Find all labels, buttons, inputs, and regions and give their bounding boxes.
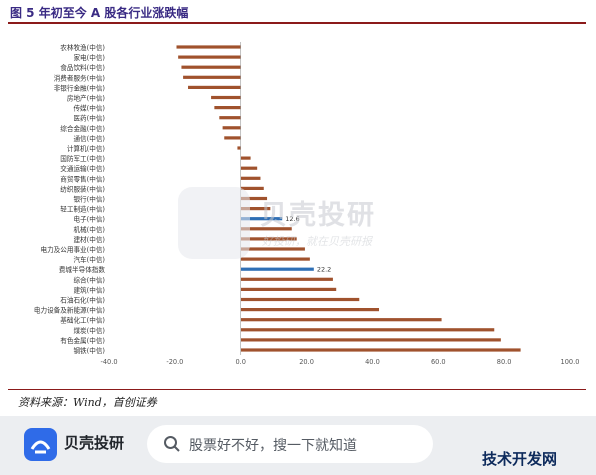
bar	[222, 126, 241, 130]
x-tick-label: -40.0	[100, 358, 117, 366]
bar	[240, 348, 521, 352]
category-label: 商贸零售(中信)	[60, 174, 105, 183]
bar	[176, 45, 241, 49]
title-rule	[8, 22, 586, 24]
bar	[240, 308, 380, 312]
bar	[214, 106, 241, 110]
bar	[240, 196, 268, 201]
category-label: 传媒(中信)	[73, 104, 105, 113]
category-label: 汽车(中信)	[73, 255, 105, 264]
category-label: 纺织服装(中信)	[60, 184, 105, 193]
bar	[219, 116, 241, 120]
x-tick-label: 0.0	[235, 358, 246, 366]
category-label: 交通运输(中信)	[60, 164, 105, 173]
bar	[240, 186, 264, 190]
data-label: 12.6	[285, 215, 299, 223]
source-rule	[8, 389, 586, 390]
app-logo-icon[interactable]	[24, 428, 57, 461]
category-label: 医药(中信)	[73, 114, 105, 123]
bar	[178, 55, 241, 59]
x-tick-label: 60.0	[431, 358, 446, 366]
bar	[240, 166, 258, 170]
category-label: 建筑(中信)	[73, 285, 105, 294]
category-label: 通信(中信)	[73, 134, 105, 143]
category-label: 电子(中信)	[73, 215, 105, 224]
industry-returns-chart: 农林牧渔(中信)家电(中信)食品饮料(中信)消费者服务(中信)非银行金融(中信)…	[34, 42, 580, 366]
site-watermark: 技术开发网	[482, 450, 558, 468]
bar	[240, 176, 261, 180]
bar	[240, 156, 251, 160]
bar	[188, 85, 241, 89]
app-bottom-bar: 贝壳投研 股票好不好，搜一下就知道	[0, 416, 596, 475]
bar	[183, 75, 241, 79]
bar	[240, 277, 333, 281]
bar	[237, 146, 241, 150]
source-note: 资料来源：Wind，首创证券	[18, 396, 157, 409]
category-label: 国防军工(中信)	[60, 154, 105, 163]
bar	[240, 287, 337, 291]
category-label: 食品饮料(中信)	[60, 63, 105, 72]
bar	[181, 65, 241, 69]
search-icon	[164, 436, 180, 452]
search-input[interactable]: 股票好不好，搜一下就知道	[147, 425, 433, 463]
data-label: 22.2	[317, 266, 331, 274]
category-label: 综合金融(中信)	[60, 124, 105, 133]
bar	[240, 338, 501, 342]
category-label: 有色金属(中信)	[60, 336, 105, 345]
x-tick-label: 40.0	[365, 358, 380, 366]
category-label: 综合(中信)	[73, 275, 105, 284]
category-label: 电力及公用事业(中信)	[41, 245, 106, 254]
bar	[240, 207, 271, 211]
x-tick-label: 100.0	[561, 358, 580, 366]
category-label: 非银行金融(中信)	[54, 83, 105, 92]
category-label: 轻工制造(中信)	[60, 205, 105, 214]
category-label: 建材(中信)	[73, 235, 105, 244]
bar	[240, 297, 360, 302]
category-label: 银行(中信)	[73, 195, 105, 204]
highlight-bar	[240, 267, 314, 271]
highlight-bar	[240, 217, 283, 221]
category-label: 基础化工(中信)	[60, 316, 105, 325]
x-tick-label: -20.0	[166, 358, 183, 366]
category-label: 消费者服务(中信)	[54, 73, 105, 82]
bar	[240, 227, 292, 231]
category-label: 农林牧渔(中信)	[60, 43, 105, 52]
bar	[240, 247, 305, 251]
category-label: 石油石化(中信)	[60, 296, 105, 305]
category-label: 费城半导体指数	[59, 265, 106, 274]
category-label: 煤炭(中信)	[73, 326, 105, 335]
category-label: 机械(中信)	[73, 225, 105, 234]
x-tick-label: 20.0	[299, 358, 314, 366]
bar	[240, 328, 495, 332]
app-name[interactable]: 贝壳投研	[64, 434, 125, 452]
bar	[211, 95, 241, 100]
search-placeholder: 股票好不好，搜一下就知道	[189, 438, 357, 454]
bar	[240, 237, 297, 241]
x-tick-label: 80.0	[497, 358, 512, 366]
bar	[224, 136, 241, 140]
category-label: 房地产(中信)	[67, 94, 105, 103]
category-label: 计算机(中信)	[67, 144, 105, 153]
figure-title: 图 5 年初至今 A 股各行业涨跌幅	[10, 6, 189, 20]
bar	[240, 318, 442, 322]
bar	[240, 257, 310, 261]
category-label: 家电(中信)	[73, 53, 105, 62]
category-label: 钢铁(中信)	[73, 346, 105, 355]
category-label: 电力设备及新能源(中信)	[34, 306, 105, 315]
